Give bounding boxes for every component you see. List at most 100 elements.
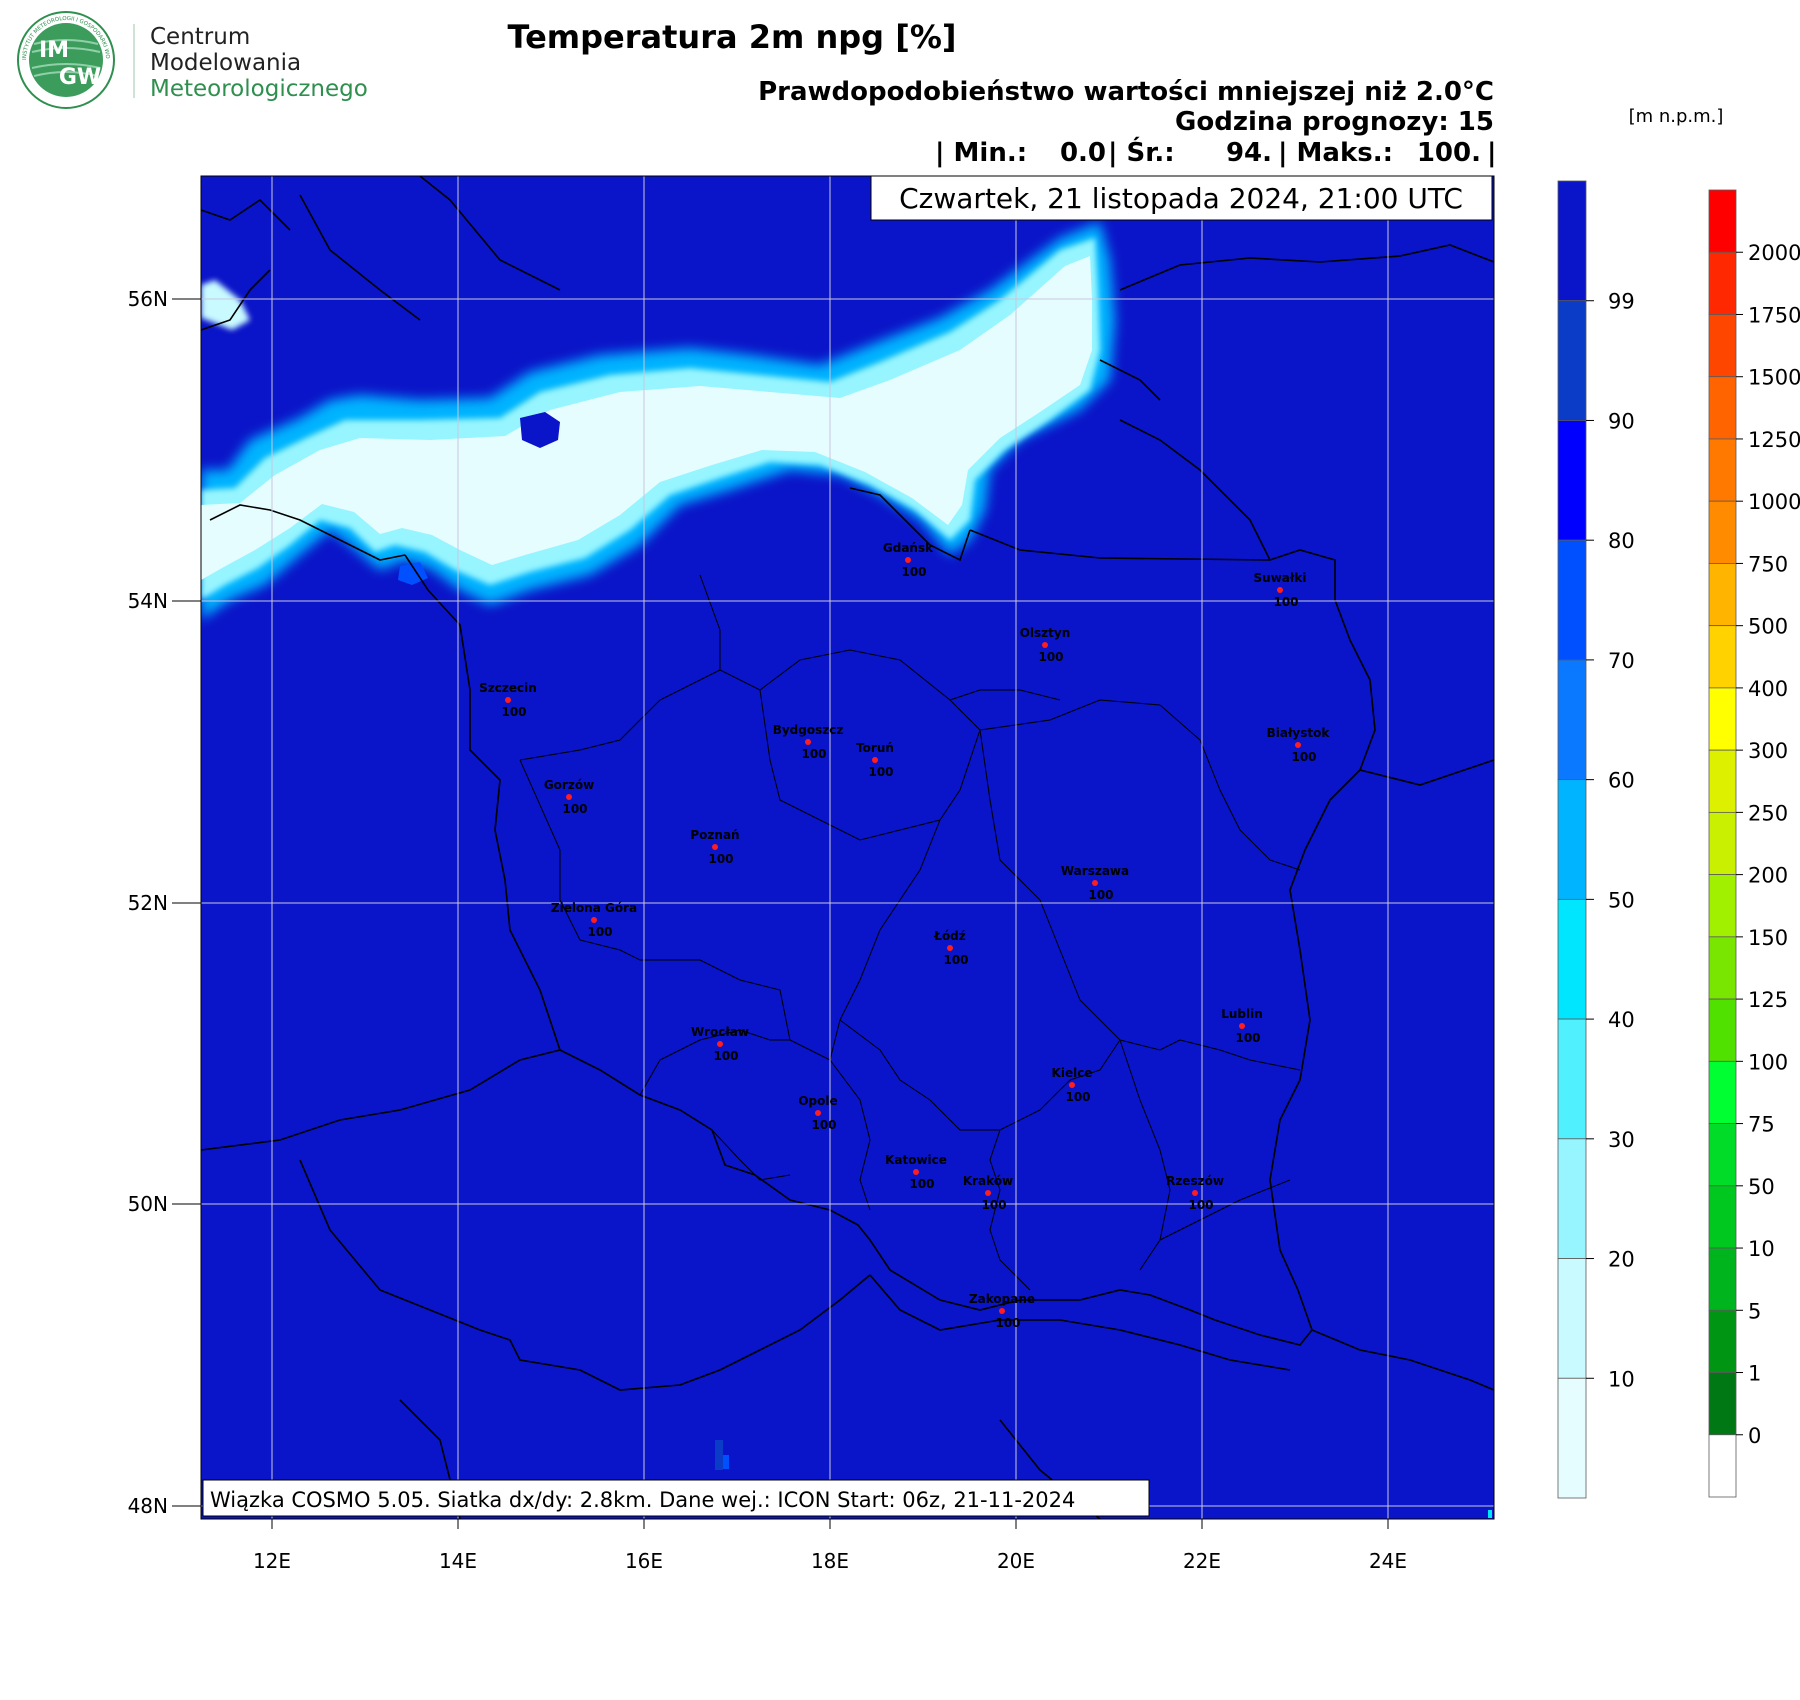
city-dot [805, 739, 811, 745]
region-border-lodz-south [839, 1019, 1121, 1131]
prob-legend-swatch [1557, 1018, 1587, 1140]
prob-legend-label-10: 10 [1608, 1367, 1635, 1391]
lat-label-56n: 56N [128, 287, 168, 311]
city-name: Poznań [690, 828, 739, 842]
city-value: 100 [501, 705, 526, 719]
region-border-malopolska [989, 1129, 1031, 1291]
city-dot [1069, 1082, 1075, 1088]
prob-legend-swatch [1557, 1138, 1587, 1259]
field-patch-sudety-peak [723, 1455, 729, 1469]
city-katowice: Katowice 100 [885, 1153, 947, 1191]
city-name: Kielce [1052, 1066, 1093, 1080]
elevation-unit: [m n.p.m.] [1629, 106, 1724, 127]
model-info-box [202, 1479, 1150, 1517]
elev-legend-label-1750: 1750 [1748, 303, 1800, 327]
prob-legend-label-60: 60 [1608, 769, 1635, 793]
logo-org-line3: Meteorologicznego [150, 76, 368, 102]
swedish-coast [299, 194, 421, 321]
city-name: Białystok [1267, 726, 1331, 740]
city-dot [505, 697, 511, 703]
elev-legend-swatch [1708, 811, 1737, 876]
prob-legend-swatch [1557, 779, 1587, 900]
city-name: Toruń [856, 741, 894, 755]
elev-legend-label-100: 100 [1748, 1050, 1788, 1074]
elev-legend-label-200: 200 [1748, 864, 1788, 888]
belarus-ukraine-border [1359, 759, 1494, 786]
city-dot [712, 844, 718, 850]
logo-badge-bottom: GW [59, 65, 101, 90]
chart-title: Temperatura 2m npg [%] [508, 18, 957, 56]
prob-legend-label-40: 40 [1608, 1008, 1635, 1032]
city-suwalki: Suwałki 100 [1254, 571, 1307, 609]
elev-legend-swatch [1708, 189, 1737, 253]
city-value: 100 [1065, 1090, 1090, 1104]
kaliningrad-lithuania-border [1119, 419, 1271, 561]
city-dot [717, 1041, 723, 1047]
city-name: Gdańsk [883, 541, 934, 555]
city-bialystok: Białystok 100 [1267, 726, 1331, 764]
city-dot [947, 945, 953, 951]
elev-legend-label-150: 150 [1748, 926, 1788, 950]
city-dot [1239, 1023, 1245, 1029]
city-name: Olsztyn [1020, 626, 1071, 640]
city-lodz: Łódź 100 [933, 929, 968, 967]
city-name: Opole [798, 1094, 837, 1108]
elev-legend-label-1250: 1250 [1748, 428, 1800, 452]
elev-legend-label-75: 75 [1748, 1113, 1775, 1137]
city-name: Gorzów [544, 778, 594, 792]
city-value: 100 [1088, 888, 1113, 902]
city-dot [591, 917, 597, 923]
longitude-axis: 12E 14E 16E 18E 20E 22E 24E [253, 1519, 1407, 1573]
city-value: 100 [1235, 1031, 1260, 1045]
stats-end: | [1487, 138, 1497, 168]
logo-org-line2: Modelowania [150, 50, 301, 76]
german-coast [209, 504, 406, 561]
region-border-north [699, 574, 981, 731]
field-patch-northwest [201, 280, 250, 330]
city-dot [1042, 642, 1048, 648]
city-value: 100 [1188, 1198, 1213, 1212]
elev-legend-swatch [1708, 1309, 1737, 1373]
city-name: Warszawa [1061, 864, 1129, 878]
region-border-swietokrzyskie [1119, 1039, 1171, 1271]
stats-min-label: | Min.: [935, 138, 1027, 168]
city-dot [999, 1308, 1005, 1314]
logo-wave-lines [31, 39, 101, 77]
czech-austria-border [299, 1159, 871, 1391]
city-value: 100 [713, 1049, 738, 1063]
prob-legend-swatch [1557, 300, 1587, 421]
prob-legend-swatch [1557, 539, 1587, 661]
ukraine-border-south [1311, 1329, 1494, 1391]
region-border-podlasie [1159, 704, 1301, 871]
city-value: 100 [708, 852, 733, 866]
city-krakow: Kraków 100 [963, 1174, 1013, 1212]
city-dot [1092, 880, 1098, 886]
prob-legend-label-50: 50 [1608, 888, 1635, 912]
probability-field-baltic [201, 222, 1115, 620]
city-opole: Opole 100 [798, 1094, 837, 1132]
city-value: 100 [868, 765, 893, 779]
city-gorzow: Gorzów 100 [544, 778, 594, 816]
city-zielona-gora: Zielona Góra 100 [551, 901, 637, 939]
prob-legend-swatch [1557, 180, 1587, 302]
lat-label-50n: 50N [128, 1192, 168, 1216]
prob-legend-swatch [1557, 420, 1587, 541]
city-value: 100 [1291, 750, 1316, 764]
gdansk-coast [849, 487, 971, 562]
city-olsztyn: Olsztyn 100 [1020, 626, 1071, 664]
elev-legend-swatch [1708, 438, 1737, 502]
lon-label-12e: 12E [253, 1549, 291, 1573]
city-lublin: Lublin 100 [1221, 1007, 1263, 1045]
city-torun: Toruń 100 [856, 741, 894, 779]
region-border-lodz-west [789, 819, 941, 1061]
prob-legend-swatch [1557, 1258, 1587, 1379]
lon-label-24e: 24E [1369, 1549, 1407, 1573]
city-dot [985, 1190, 991, 1196]
elev-legend-swatch [1708, 1123, 1737, 1187]
elev-legend-label-500: 500 [1748, 615, 1788, 639]
stats-min-value: 0.0 [1060, 138, 1106, 168]
lon-label-18e: 18E [811, 1549, 849, 1573]
region-border-warmia [949, 689, 1061, 701]
